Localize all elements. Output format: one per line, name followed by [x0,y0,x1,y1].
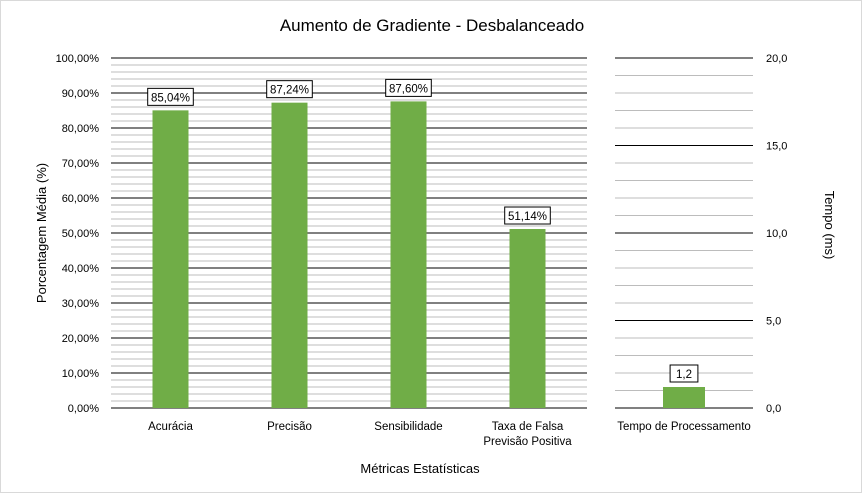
left-x-categories: Acurácia Precisão Sensibilidade Taxa de Fal… [148,421,572,448]
data-label-box [147,87,194,106]
y-tick-label: 20,00% [62,333,100,345]
bar [663,387,705,408]
chart-title: Aumento de Gradiente - Desbalanceado [280,16,584,35]
bar [152,110,189,409]
y-tick-label: 80,00% [62,123,100,135]
data-label-box [504,206,551,225]
bar [390,101,427,409]
right-bars: 1,2 [663,364,705,408]
y-tick-label: 0,0 [766,403,781,415]
y-tick-label: 10,0 [766,228,787,240]
right-x-categories: Tempo de Processamento [617,421,751,433]
x-category-label: Acurácia [148,421,193,433]
x-axis-title: Métricas Estatísticas [360,461,480,476]
data-label: 85,04% [151,92,190,104]
y-tick-label: 0,00% [68,403,99,415]
data-label: 87,24% [270,85,309,97]
data-label-box [266,80,313,99]
x-category-label: Tempo de Processamento [617,421,751,433]
data-label: 51,14% [508,211,547,223]
y-tick-label: 30,00% [62,298,100,310]
y-tick-label: 70,00% [62,158,100,170]
x-category-label: Precisão [267,421,312,433]
y-tick-label: 5,0 [766,316,781,328]
right-y-ticks: 0,0 5,0 10,0 15,0 20,0 [766,53,787,415]
y-axis-title-right: Tempo (ms) [822,191,837,260]
bar [271,102,308,408]
right-gridlines [615,57,753,409]
y-axis-title-left: Porcentagem Média (%) [34,163,49,303]
y-tick-label: 40,00% [62,263,100,275]
y-tick-label: 20,0 [766,53,787,65]
data-label: 1,2 [676,369,692,381]
data-label-box [669,364,699,383]
left-bars: 85,04% 87,24% 87,60% 51,14% [147,78,551,409]
y-tick-label: 10,00% [62,368,100,380]
left-y-ticks: 0,00% 10,00% 20,00% 30,00% 40,00% 50,00% 60,00… [56,53,100,415]
data-label-box [385,78,432,97]
y-tick-label: 100,00% [56,53,100,65]
x-category-label: Taxa de Falsa [492,421,564,433]
x-category-label: Sensibilidade [374,421,442,433]
left-gridlines [111,57,587,409]
y-tick-label: 60,00% [62,193,100,205]
y-tick-label: 90,00% [62,88,100,100]
y-tick-label: 15,0 [766,141,787,153]
y-tick-label: 50,00% [62,228,100,240]
x-category-label: Previsão Positiva [483,436,572,448]
bar [509,229,546,408]
data-label: 87,60% [389,83,428,95]
